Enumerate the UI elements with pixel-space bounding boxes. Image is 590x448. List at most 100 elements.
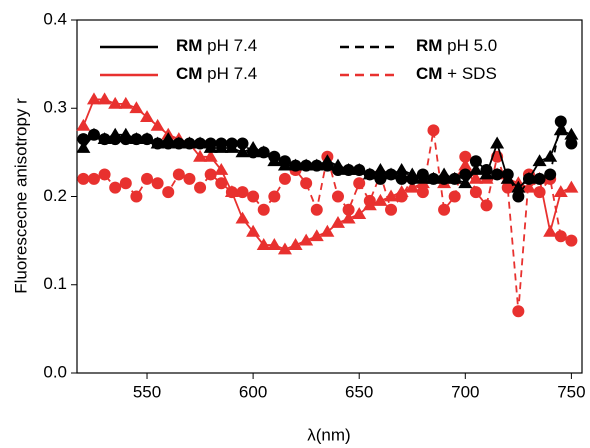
point bbox=[448, 190, 461, 203]
y-tick-label: 0.0 bbox=[43, 362, 67, 381]
point bbox=[277, 158, 292, 171]
point bbox=[257, 203, 270, 216]
point bbox=[150, 118, 165, 131]
point bbox=[458, 158, 473, 171]
legend-label: RM pH 5.0 bbox=[416, 36, 497, 55]
point bbox=[405, 180, 420, 193]
point bbox=[299, 233, 314, 246]
point bbox=[341, 163, 356, 175]
point bbox=[479, 167, 494, 180]
point bbox=[214, 140, 229, 153]
point bbox=[109, 181, 122, 194]
point bbox=[468, 163, 483, 175]
point bbox=[118, 96, 133, 109]
y-tick-label: 0.4 bbox=[43, 9, 67, 28]
point bbox=[118, 127, 133, 140]
point bbox=[458, 176, 473, 189]
point bbox=[459, 150, 472, 163]
point bbox=[373, 193, 388, 206]
point bbox=[554, 230, 567, 243]
point bbox=[182, 136, 197, 149]
point bbox=[521, 171, 536, 184]
x-tick-label: 650 bbox=[345, 382, 373, 401]
point bbox=[553, 185, 568, 197]
point bbox=[236, 186, 249, 199]
point bbox=[352, 207, 367, 220]
point bbox=[203, 149, 218, 162]
point bbox=[468, 171, 483, 184]
point bbox=[87, 172, 100, 185]
point bbox=[246, 140, 261, 153]
point bbox=[108, 96, 123, 109]
point bbox=[129, 132, 144, 145]
point bbox=[554, 115, 567, 128]
point bbox=[490, 136, 505, 149]
point bbox=[427, 124, 440, 137]
point bbox=[172, 168, 185, 181]
point bbox=[532, 154, 547, 167]
point bbox=[203, 140, 218, 153]
point bbox=[511, 180, 526, 193]
point bbox=[288, 238, 303, 250]
point bbox=[98, 168, 111, 181]
legend-label: CM pH 7.4 bbox=[176, 64, 257, 83]
x-tick-label: 700 bbox=[451, 382, 479, 401]
point bbox=[395, 172, 408, 185]
point bbox=[204, 168, 217, 181]
point bbox=[215, 177, 228, 190]
point bbox=[416, 186, 429, 199]
point bbox=[247, 190, 260, 203]
point bbox=[564, 180, 579, 193]
y-axis-label: Fluorescecne anisotropy r bbox=[11, 98, 30, 294]
y-tick-label: 0.3 bbox=[43, 98, 67, 117]
point bbox=[320, 224, 335, 237]
point bbox=[76, 140, 91, 153]
point bbox=[320, 154, 335, 167]
plot-frame bbox=[76, 19, 583, 374]
point bbox=[564, 127, 579, 140]
point bbox=[469, 155, 482, 168]
point bbox=[246, 224, 261, 237]
point bbox=[330, 215, 345, 228]
point bbox=[553, 123, 568, 136]
point bbox=[151, 177, 164, 190]
point bbox=[256, 238, 271, 250]
point bbox=[512, 305, 525, 318]
point bbox=[331, 190, 344, 203]
point bbox=[161, 132, 176, 145]
point bbox=[193, 149, 208, 162]
y-tick-label: 0.1 bbox=[43, 274, 67, 293]
point bbox=[300, 177, 313, 190]
point bbox=[362, 167, 377, 180]
point bbox=[162, 186, 175, 199]
point bbox=[437, 167, 452, 180]
point bbox=[129, 101, 144, 114]
point bbox=[459, 168, 472, 181]
point bbox=[521, 180, 536, 193]
point bbox=[140, 132, 155, 145]
point bbox=[394, 185, 409, 197]
point bbox=[97, 92, 112, 105]
x-tick-label: 750 bbox=[557, 382, 585, 401]
point bbox=[330, 158, 345, 171]
point bbox=[268, 190, 281, 203]
point bbox=[108, 127, 123, 140]
point bbox=[140, 110, 155, 122]
point bbox=[533, 172, 546, 185]
point bbox=[501, 181, 514, 194]
point bbox=[277, 242, 292, 255]
point bbox=[235, 211, 250, 224]
point bbox=[193, 136, 208, 149]
point bbox=[469, 186, 482, 199]
point bbox=[267, 238, 282, 250]
point bbox=[374, 172, 387, 185]
point bbox=[288, 158, 303, 171]
point bbox=[236, 137, 249, 150]
point bbox=[341, 211, 356, 224]
point bbox=[309, 229, 324, 242]
point bbox=[309, 158, 324, 171]
point bbox=[77, 133, 90, 146]
point bbox=[565, 234, 578, 247]
y-tick-label: 0.2 bbox=[43, 186, 67, 205]
